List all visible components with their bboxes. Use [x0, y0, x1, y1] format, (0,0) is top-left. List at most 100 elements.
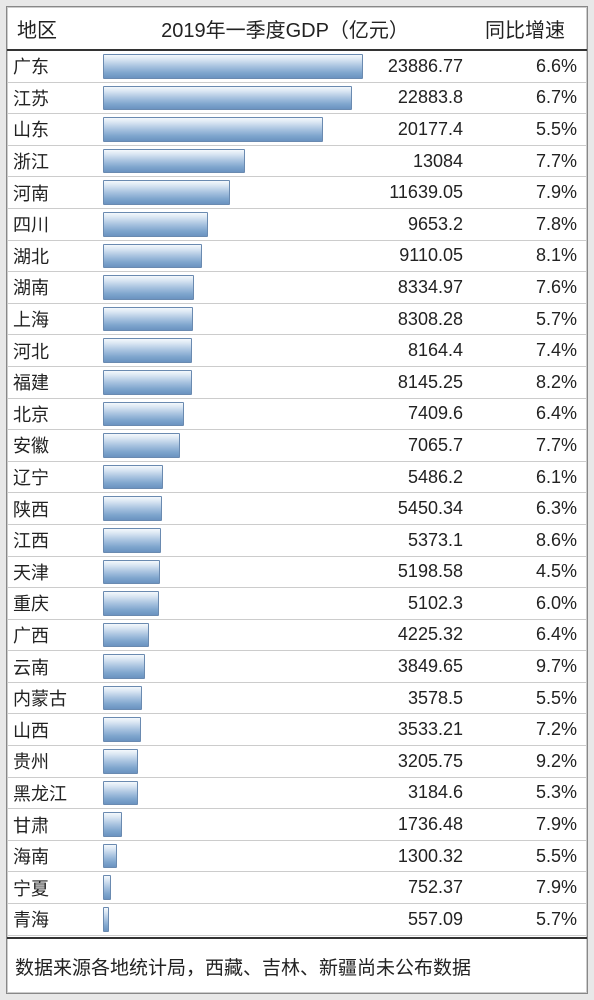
- gdp-bar: [103, 275, 194, 300]
- cell-rate: 6.6%: [467, 56, 587, 77]
- cell-gdp: 1736.48: [103, 809, 467, 840]
- cell-gdp-value: 9653.2: [408, 209, 463, 240]
- cell-gdp: 9653.2: [103, 209, 467, 240]
- gdp-bar: [103, 749, 138, 774]
- cell-gdp-value: 8334.97: [398, 272, 463, 303]
- cell-gdp-value: 20177.4: [398, 114, 463, 145]
- cell-rate: 6.7%: [467, 87, 587, 108]
- header-gdp: 2019年一季度GDP（亿元）: [105, 14, 465, 43]
- cell-gdp: 8334.97: [103, 272, 467, 303]
- table-row: 陕西5450.346.3%: [7, 493, 587, 525]
- gdp-bar: [103, 907, 109, 932]
- cell-gdp-value: 7409.6: [408, 399, 463, 430]
- cell-rate: 6.1%: [467, 467, 587, 488]
- gdp-bar: [103, 717, 141, 742]
- gdp-bar: [103, 402, 184, 427]
- cell-gdp: 9110.05: [103, 241, 467, 272]
- cell-gdp: 8164.4: [103, 335, 467, 366]
- cell-gdp: 5102.3: [103, 588, 467, 619]
- cell-rate: 6.0%: [467, 593, 587, 614]
- cell-region: 浙江: [7, 148, 103, 174]
- cell-gdp: 20177.4: [103, 114, 467, 145]
- cell-region: 甘肃: [7, 812, 103, 838]
- cell-gdp: 22883.8: [103, 83, 467, 114]
- cell-region: 江西: [7, 527, 103, 553]
- cell-region: 重庆: [7, 590, 103, 616]
- table-row: 黑龙江3184.65.3%: [7, 778, 587, 810]
- cell-gdp: 5450.34: [103, 493, 467, 524]
- gdp-bar: [103, 338, 192, 363]
- cell-region: 安徽: [7, 432, 103, 458]
- table-row: 江苏 22883.86.7%: [7, 83, 587, 115]
- gdp-bar: [103, 212, 208, 237]
- cell-rate: 9.7%: [467, 656, 587, 677]
- table-row: 北京7409.66.4%: [7, 399, 587, 431]
- cell-region: 湖南: [7, 274, 103, 300]
- cell-gdp: 3205.75: [103, 746, 467, 777]
- gdp-bar: [103, 117, 323, 142]
- table-row: 青海557.095.7%: [7, 904, 587, 936]
- cell-rate: 7.8%: [467, 214, 587, 235]
- table-row: 天津5198.584.5%: [7, 557, 587, 589]
- table-body: 广东23886.776.6%江苏 22883.86.7% 山东 20177.4 5.5%…: [7, 51, 587, 937]
- cell-region: 江苏: [7, 85, 103, 111]
- table-row: 河南11639.057.9%: [7, 177, 587, 209]
- cell-gdp-value: 3184.6: [408, 778, 463, 809]
- cell-rate: 7.7%: [467, 435, 587, 456]
- cell-gdp: 3533.21: [103, 714, 467, 745]
- cell-region: 贵州: [7, 748, 103, 774]
- table-row: 广东23886.776.6%: [7, 51, 587, 83]
- cell-rate: 7.4%: [467, 340, 587, 361]
- gdp-bar: [103, 686, 142, 711]
- table-row: 安徽7065.77.7%: [7, 430, 587, 462]
- gdp-bar: [103, 54, 363, 79]
- cell-region: 四川: [7, 211, 103, 237]
- table-row: 湖南8334.977.6%: [7, 272, 587, 304]
- cell-gdp: 5486.2: [103, 462, 467, 493]
- cell-gdp-value: 8164.4: [408, 335, 463, 366]
- cell-region: 山东: [7, 116, 103, 142]
- cell-gdp: 3849.65: [103, 651, 467, 682]
- table-row: 海南 1300.325.5%: [7, 841, 587, 873]
- cell-gdp: 13084: [103, 146, 467, 177]
- gdp-bar: [103, 623, 149, 648]
- cell-gdp: 1300.32: [103, 841, 467, 872]
- cell-region: 北京: [7, 401, 103, 427]
- cell-region: 内蒙古: [7, 685, 103, 711]
- cell-gdp: 5198.58: [103, 557, 467, 588]
- cell-region: 陕西: [7, 496, 103, 522]
- cell-gdp-value: 4225.32: [398, 620, 463, 651]
- gdp-bar: [103, 496, 162, 521]
- cell-gdp-value: 557.09: [408, 904, 463, 935]
- cell-rate: 8.6%: [467, 530, 587, 551]
- cell-gdp-value: 3533.21: [398, 714, 463, 745]
- cell-region: 海南: [7, 843, 103, 869]
- cell-rate: 6.3%: [467, 498, 587, 519]
- cell-rate: 7.9%: [467, 877, 587, 898]
- cell-region: 山西: [7, 717, 103, 743]
- gdp-bar: [103, 307, 193, 332]
- cell-gdp: 11639.05: [103, 177, 467, 208]
- header-region: 地区: [9, 14, 105, 43]
- gdp-bar: [103, 844, 117, 869]
- table-row: 河北 8164.47.4%: [7, 335, 587, 367]
- table-row: 浙江130847.7%: [7, 146, 587, 178]
- cell-rate: 5.5%: [467, 846, 587, 867]
- table-row: 湖北9110.058.1%: [7, 241, 587, 273]
- cell-region: 河北: [7, 338, 103, 364]
- gdp-bar: [103, 433, 180, 458]
- gdp-bar: [103, 244, 202, 269]
- cell-rate: 5.5%: [467, 688, 587, 709]
- cell-gdp: 3578.5: [103, 683, 467, 714]
- cell-region: 上海: [7, 306, 103, 332]
- table-row: 山西3533.217.2%: [7, 714, 587, 746]
- table-row: 贵州3205.759.2%: [7, 746, 587, 778]
- cell-gdp-value: 3205.75: [398, 746, 463, 777]
- cell-gdp-value: 1300.32: [398, 841, 463, 872]
- gdp-bar: [103, 86, 352, 111]
- gdp-bar: [103, 812, 122, 837]
- cell-gdp-value: 8308.28: [398, 304, 463, 335]
- cell-rate: 7.9%: [467, 182, 587, 203]
- cell-gdp-value: 5486.2: [408, 462, 463, 493]
- cell-gdp-value: 22883.8: [398, 83, 463, 114]
